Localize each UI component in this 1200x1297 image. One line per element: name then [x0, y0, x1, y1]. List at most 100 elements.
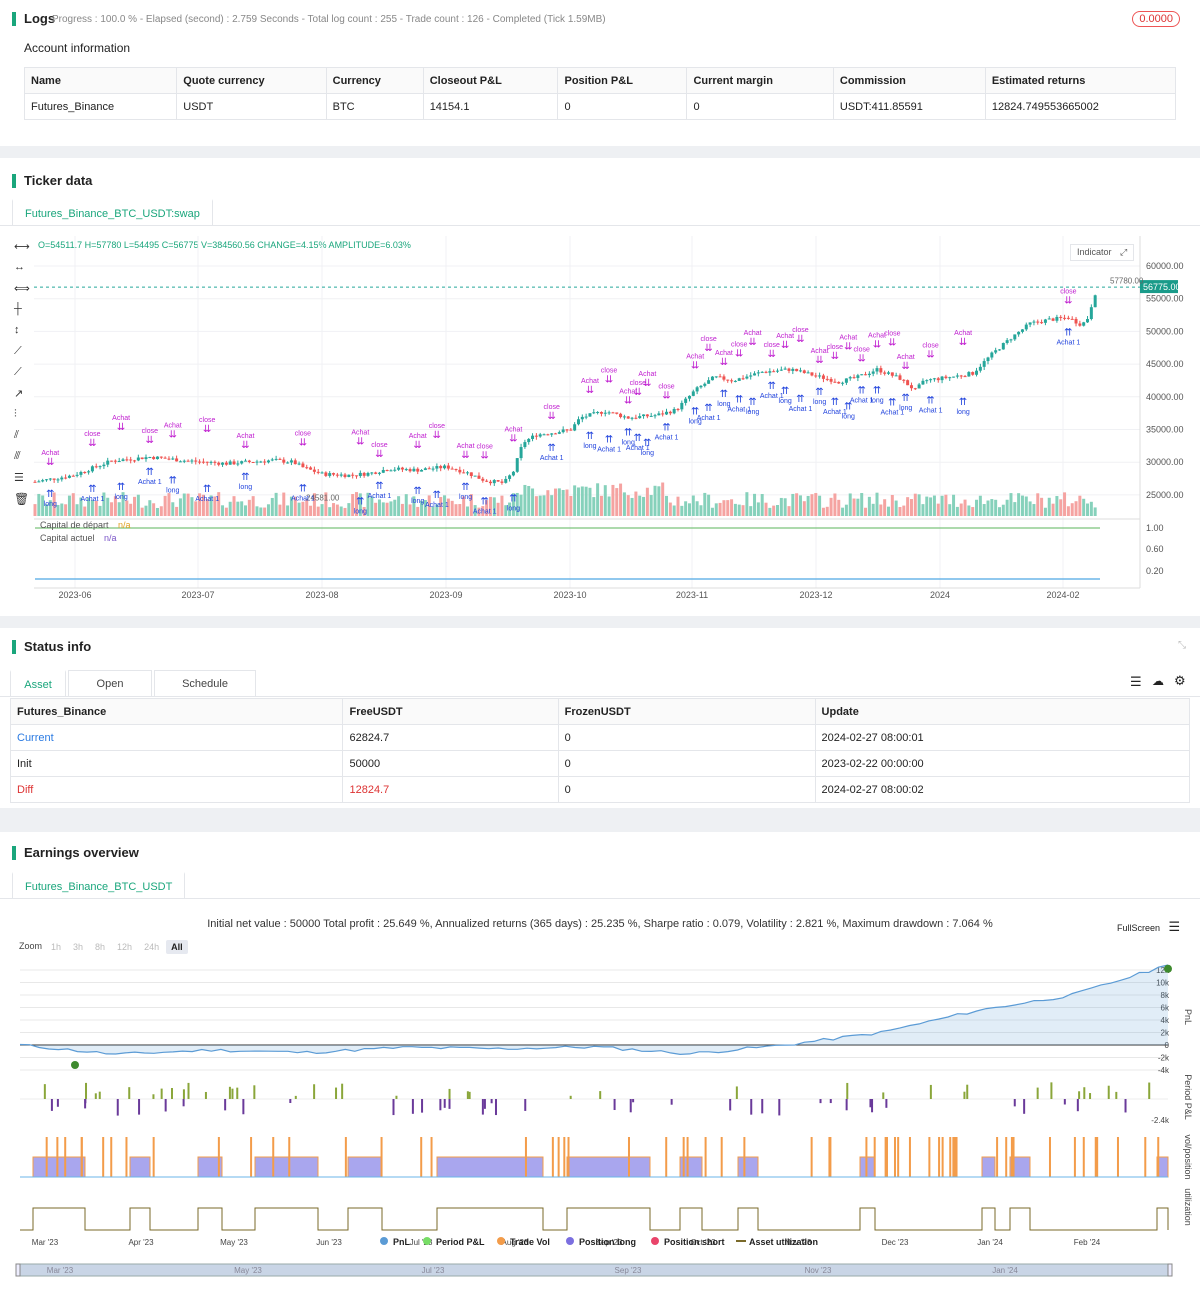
expand-icon[interactable]: ⤢	[1120, 247, 1128, 257]
legend-item[interactable]: Position short	[664, 1237, 725, 1247]
indicator-label: Indicator	[1077, 247, 1112, 257]
volume-bar	[1074, 501, 1078, 516]
navigator-right-handle[interactable]	[1167, 1263, 1173, 1277]
gear-icon[interactable]: ⚙	[1174, 673, 1186, 688]
zoom-option-1h[interactable]: 1h	[51, 942, 62, 952]
sell-arrow-icon: ⇊	[624, 396, 632, 407]
candle-body	[224, 462, 228, 465]
fullscreen-button[interactable]: FullScreen ☰	[1117, 919, 1180, 935]
text-lines-icon[interactable]: ☰	[14, 472, 24, 484]
account-col-header: Position P&L	[557, 67, 688, 94]
zoom-option-8h[interactable]: 8h	[95, 942, 106, 952]
volume-bar	[94, 500, 98, 516]
earnings-chart[interactable]: 12k 10k 8k 6k 4k 2k 0 -2k -4k PnL Period P&L vol/po…	[0, 832, 1200, 1297]
legend-item[interactable]: Position long	[579, 1237, 636, 1247]
candle-body	[990, 352, 994, 358]
candle-body	[867, 373, 871, 376]
buy-arrow-icon: ⇈	[643, 438, 651, 449]
indicator-button[interactable]: Indicator ⤢	[1070, 244, 1135, 261]
time-tick-label: 2023-11	[676, 590, 708, 600]
volume-bar	[136, 494, 140, 516]
candlestick-chart[interactable]: 60000.00 55000.00 50000.00 45000.00 40000.00…	[0, 226, 1200, 616]
trade-vol-bar	[1144, 1137, 1147, 1177]
legend-item[interactable]: Asset utilization	[749, 1237, 818, 1247]
arrow-line-icon[interactable]: ↗	[14, 388, 24, 400]
list-icon[interactable]: ☰	[1130, 674, 1142, 689]
candle-body	[1093, 295, 1097, 308]
buy-arrow-icon: ⇈	[888, 397, 896, 408]
period-bar	[85, 1082, 88, 1099]
candle-body	[821, 375, 825, 379]
sell-arrow-icon: ⇊	[888, 337, 896, 348]
navigator-left-handle[interactable]	[15, 1263, 21, 1277]
sell-arrow-icon: ⇊	[433, 430, 441, 441]
parallel-channel-icon[interactable]: ⫽	[14, 429, 19, 441]
vertical-ray-icon[interactable]: ↕	[14, 324, 20, 336]
price-range-icon[interactable]: ⫶	[14, 408, 17, 420]
menu-icon[interactable]: ☰	[1168, 919, 1181, 934]
trade-vol-bar	[80, 1137, 83, 1177]
candle-body	[1024, 324, 1028, 330]
position-long-block	[566, 1156, 651, 1178]
account-col-header: Quote currency	[176, 67, 327, 94]
volume-bar	[561, 489, 565, 516]
tab-earnings-symbol[interactable]: Futures_Binance_BTC_USDT	[12, 872, 186, 898]
volume-bar	[213, 496, 217, 516]
trend-line-icon[interactable]: ⟋	[14, 345, 22, 357]
candle-body	[772, 371, 776, 373]
volume-bar	[978, 495, 982, 516]
tab-schedule-orders[interactable]: Schedule orders	[154, 670, 256, 716]
volume-bar	[1055, 496, 1059, 516]
volume-bar	[864, 507, 868, 516]
candle-body	[465, 472, 469, 474]
tab-open-orders[interactable]: Open orders	[68, 670, 152, 716]
horizontal-ray-icon[interactable]: ↔	[14, 261, 25, 273]
volume-bar	[802, 501, 806, 516]
logs-badge[interactable]: 0.0000	[1132, 11, 1180, 27]
vertical-line-icon[interactable]: ┼	[14, 303, 22, 315]
period-bar	[599, 1091, 602, 1099]
tab-ticker-symbol[interactable]: Futures_Binance_BTC_USDT:swap	[12, 199, 213, 225]
zoom-option-3h[interactable]: 3h	[73, 942, 84, 952]
asset-col-header: FreeUSDT	[342, 698, 559, 725]
tab-asset[interactable]: Asset	[10, 670, 66, 696]
extended-line-icon[interactable]: ⟺	[14, 283, 30, 295]
candle-body	[921, 380, 925, 385]
account-col-header: Name	[23, 67, 178, 94]
earnings-panel: Earnings overview Futures_Binance_BTC_US…	[0, 832, 1200, 1297]
legend-item[interactable]: Period P&L	[436, 1237, 485, 1247]
volume-bar	[148, 500, 152, 516]
volume-bar	[944, 494, 948, 516]
legend-item[interactable]: Trade Vol	[510, 1237, 550, 1247]
candle-body	[1001, 342, 1005, 350]
period-bar	[1050, 1082, 1053, 1099]
ray-line-icon[interactable]: ⟋	[14, 366, 22, 378]
fibonacci-icon[interactable]: ⫻	[14, 450, 21, 462]
volume-bar	[305, 499, 309, 516]
candle-body	[703, 383, 707, 386]
volume-bar	[909, 499, 913, 516]
account-cell: BTC	[325, 93, 424, 120]
candle-body	[527, 438, 531, 443]
candle-body	[680, 402, 684, 410]
legend-item[interactable]: PnL	[393, 1237, 411, 1247]
trade-vol-bar	[704, 1137, 707, 1177]
period-bar	[43, 1084, 46, 1099]
trade-vol-bar	[938, 1137, 941, 1177]
zoom-option-12h[interactable]: 12h	[117, 942, 133, 952]
zoom-option-All[interactable]: All	[166, 940, 188, 954]
horizontal-line-icon[interactable]: ⟷	[14, 241, 30, 253]
zoom-option-24h[interactable]: 24h	[144, 942, 160, 952]
candle-body	[1074, 318, 1078, 324]
candle-body	[661, 413, 665, 415]
cloud-download-icon[interactable]: ☁	[1152, 674, 1164, 688]
candle-body	[844, 378, 848, 383]
volume-bar	[90, 500, 94, 516]
time-tick-label: 2023-07	[181, 590, 214, 600]
collapse-icon[interactable]: ⤡	[1178, 640, 1186, 651]
sell-marker-label: close	[544, 404, 560, 411]
pnl-tick-label: 12k	[1156, 966, 1170, 975]
period-bar	[224, 1099, 227, 1111]
trash-icon[interactable]: 🗑	[14, 492, 30, 506]
candle-body	[592, 412, 596, 414]
